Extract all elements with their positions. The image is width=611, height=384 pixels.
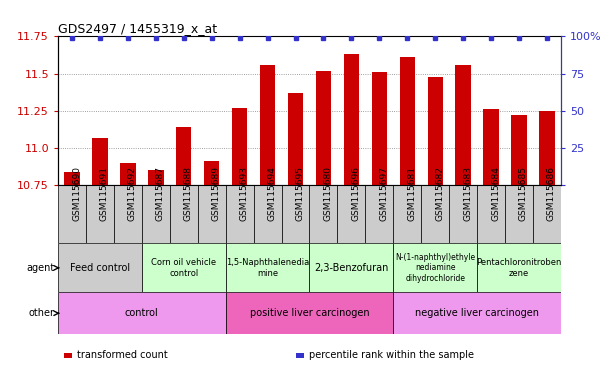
Bar <box>254 185 282 243</box>
Text: GSM115680: GSM115680 <box>323 167 332 222</box>
Text: percentile rank within the sample: percentile rank within the sample <box>309 350 474 360</box>
Bar <box>282 185 310 243</box>
Bar <box>371 72 387 185</box>
Text: Feed control: Feed control <box>70 263 130 273</box>
Text: Corn oil vehicle
control: Corn oil vehicle control <box>151 258 216 278</box>
Bar <box>170 185 198 243</box>
Text: agent: agent <box>27 263 55 273</box>
Bar <box>58 293 225 334</box>
Bar <box>421 185 449 243</box>
Bar <box>400 57 415 185</box>
Bar <box>86 185 114 243</box>
Bar <box>225 243 310 293</box>
Text: GSM115692: GSM115692 <box>128 167 137 222</box>
Text: GSM115689: GSM115689 <box>211 167 221 222</box>
Text: GSM115682: GSM115682 <box>435 167 444 222</box>
Text: other: other <box>29 308 55 318</box>
Text: GSM115697: GSM115697 <box>379 167 389 222</box>
Bar <box>505 185 533 243</box>
Bar <box>477 185 505 243</box>
Bar <box>477 243 561 293</box>
Text: GSM115694: GSM115694 <box>268 167 277 222</box>
Bar <box>540 111 555 185</box>
Text: 2,3-Benzofuran: 2,3-Benzofuran <box>314 263 389 273</box>
Bar <box>176 127 191 185</box>
Bar <box>428 77 443 185</box>
Bar <box>232 108 247 185</box>
Bar <box>58 243 142 293</box>
Bar <box>204 161 219 185</box>
Bar <box>337 185 365 243</box>
Text: 1,5-Naphthalenedia
mine: 1,5-Naphthalenedia mine <box>226 258 309 278</box>
Text: GSM115687: GSM115687 <box>156 167 165 222</box>
Bar <box>92 137 108 185</box>
Text: GSM115693: GSM115693 <box>240 167 249 222</box>
Bar <box>310 185 337 243</box>
Bar <box>260 65 275 185</box>
Text: control: control <box>125 308 159 318</box>
Text: GSM115690: GSM115690 <box>72 167 81 222</box>
Bar <box>455 65 471 185</box>
Text: negative liver carcinogen: negative liver carcinogen <box>415 308 539 318</box>
Text: Pentachloronitroben
zene: Pentachloronitroben zene <box>477 258 562 278</box>
Bar <box>64 172 79 185</box>
Text: GSM115688: GSM115688 <box>184 167 192 222</box>
Bar <box>511 115 527 185</box>
Bar <box>225 185 254 243</box>
Bar <box>120 163 136 185</box>
Bar <box>310 243 393 293</box>
Bar <box>533 185 561 243</box>
Bar <box>198 185 225 243</box>
Text: positive liver carcinogen: positive liver carcinogen <box>250 308 369 318</box>
Text: GSM115683: GSM115683 <box>463 167 472 222</box>
Text: GSM115681: GSM115681 <box>408 167 416 222</box>
Text: GDS2497 / 1455319_x_at: GDS2497 / 1455319_x_at <box>58 22 217 35</box>
Text: GSM115685: GSM115685 <box>519 167 528 222</box>
Text: GSM115691: GSM115691 <box>100 167 109 222</box>
Bar <box>142 185 170 243</box>
Bar <box>225 293 393 334</box>
Bar <box>58 185 86 243</box>
Bar <box>142 243 225 293</box>
Bar <box>114 185 142 243</box>
Bar <box>393 185 421 243</box>
Bar <box>365 185 393 243</box>
Bar <box>316 71 331 185</box>
Text: GSM115684: GSM115684 <box>491 167 500 222</box>
Bar <box>483 109 499 185</box>
Bar <box>344 54 359 185</box>
Text: transformed count: transformed count <box>77 350 168 360</box>
Bar <box>288 93 303 185</box>
Text: GSM115696: GSM115696 <box>351 167 360 222</box>
Text: GSM115686: GSM115686 <box>547 167 556 222</box>
Bar <box>393 243 477 293</box>
Bar <box>148 170 164 185</box>
Bar <box>393 293 561 334</box>
Text: GSM115695: GSM115695 <box>296 167 304 222</box>
Text: N-(1-naphthyl)ethyle
nediamine
dihydrochloride: N-(1-naphthyl)ethyle nediamine dihydroch… <box>395 253 475 283</box>
Bar <box>449 185 477 243</box>
